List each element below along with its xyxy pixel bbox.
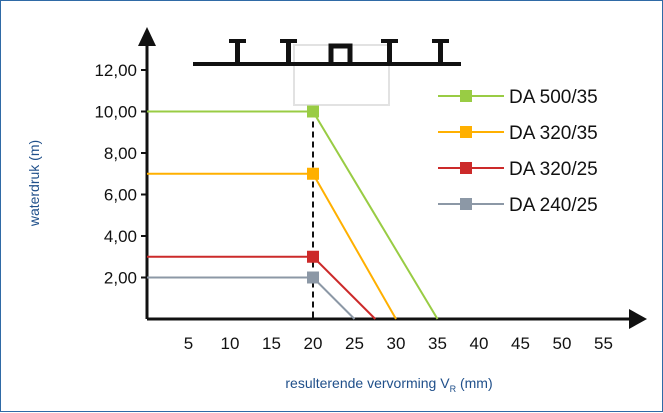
series-line-3: [147, 276, 356, 320]
series-marker-2: [307, 250, 319, 263]
x-tick-label: 10: [221, 334, 240, 353]
series-marker-1: [307, 167, 319, 180]
x-tick-label: 35: [428, 334, 447, 353]
series-line-0: [147, 110, 439, 320]
y-tick-label: 12,00: [94, 61, 137, 80]
legend: DA 500/35 DA 320/35 DA 320/25 DA 240/25: [438, 87, 598, 216]
legend-label: DA 240/25: [509, 195, 598, 216]
y-tick-label: 10,00: [94, 103, 137, 122]
x-tick-label: 5: [184, 334, 193, 353]
y-tick-label: 6,00: [104, 186, 137, 205]
y-tick-label: 2,00: [104, 269, 137, 288]
x-tick-label: 50: [553, 334, 572, 353]
y-axis-label: waterdruk (m): [26, 140, 42, 227]
x-tick-label: 45: [511, 334, 530, 353]
legend-label: DA 500/35: [509, 87, 598, 108]
legend-marker-3: [460, 198, 472, 210]
y-tick-label: 4,00: [104, 227, 137, 246]
x-tick-label: 40: [470, 334, 489, 353]
legend-label: DA 320/35: [509, 123, 598, 144]
series-line-1: [147, 172, 397, 320]
x-tick-label: 55: [594, 334, 613, 353]
series-marker-0: [307, 105, 319, 118]
x-axis-label-main: resulterende vervorming V: [285, 375, 450, 391]
x-axis-label: resulterende vervorming VR (mm): [285, 375, 492, 394]
x-tick-label: 30: [387, 334, 406, 353]
x-axis-label-subscript: R: [450, 384, 457, 394]
x-tick-label: 15: [262, 334, 281, 353]
y-axis-arrow-icon: [138, 27, 156, 46]
drainage-profile-illustration: [193, 39, 461, 106]
x-axis-arrow-icon: [629, 309, 647, 329]
legend-label: DA 320/25: [509, 159, 598, 180]
x-tick-label: 25: [345, 334, 364, 353]
x-tick-label: 20: [304, 334, 323, 353]
series-line-2: [147, 255, 376, 320]
legend-marker-1: [460, 126, 472, 138]
y-tick-label: 8,00: [104, 144, 137, 163]
legend-marker-0: [460, 90, 472, 102]
x-axis-label-unit: (mm): [456, 375, 493, 391]
series-marker-3: [307, 271, 319, 284]
legend-marker-2: [460, 162, 472, 174]
